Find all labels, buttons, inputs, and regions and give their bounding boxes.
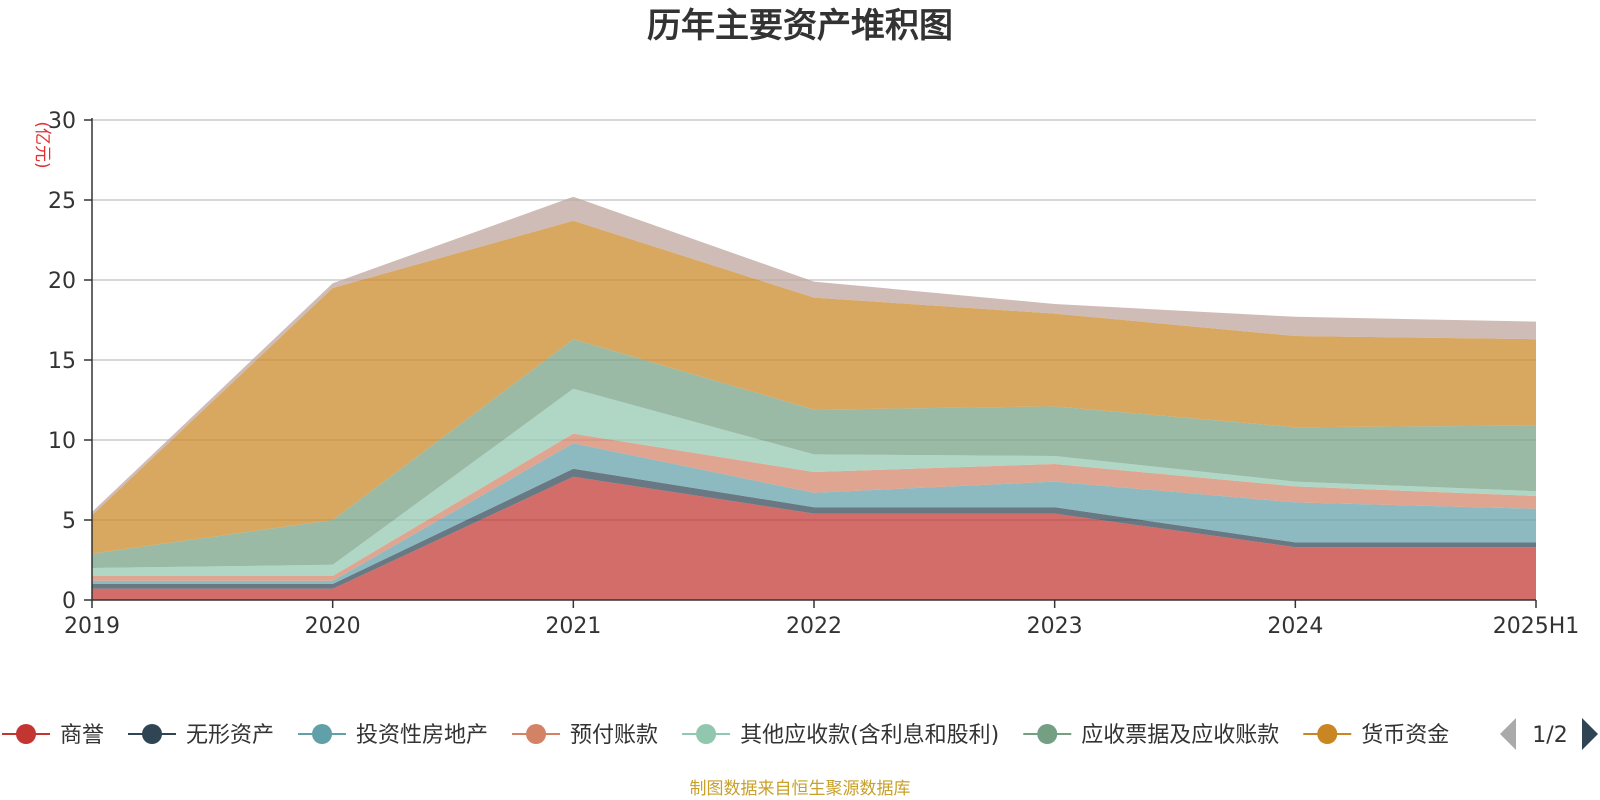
pager-next-icon[interactable] <box>1582 718 1598 750</box>
x-tick-label: 2025H1 <box>1493 614 1580 639</box>
x-tick-label: 2023 <box>1027 614 1083 639</box>
x-tick-label: 2022 <box>786 614 842 639</box>
y-tick-label: 15 <box>48 349 76 374</box>
legend-item[interactable]: 无形资产 <box>128 723 274 748</box>
legend-marker <box>142 724 163 744</box>
legend-marker <box>16 724 36 744</box>
legend: 商誉 无形资产 投资性房地产 预付账款 其他应收款(含利息和股利) 应收票据及应收账款 货币… <box>2 718 1598 750</box>
x-tick-label: 2024 <box>1267 614 1323 639</box>
pager-prev-icon[interactable] <box>1500 718 1516 750</box>
chart-title: 历年主要资产堆积图 <box>647 6 953 46</box>
area-series-6 <box>92 220 1536 554</box>
y-tick-label: 25 <box>48 189 76 214</box>
legend-marker <box>696 724 717 744</box>
y-tick-label: 10 <box>48 429 76 454</box>
legend-item[interactable]: 商誉 <box>2 723 104 748</box>
area-series-5 <box>92 339 1536 568</box>
legend-item[interactable]: 投资性房地产 <box>298 723 488 748</box>
area-series <box>92 196 1536 600</box>
legend-label: 预付账款 <box>570 723 658 748</box>
legend-marker <box>1317 724 1338 744</box>
legend-marker <box>1037 724 1058 744</box>
y-axis-unit: (亿元) <box>32 121 52 168</box>
y-tick-label: 30 <box>48 109 76 134</box>
legend-items: 商誉 无形资产 投资性房地产 预付账款 其他应收款(含利息和股利) 应收票据及应收账款 货币… <box>2 723 1449 748</box>
area-series-2 <box>92 443 1536 584</box>
x-tick-label: 2019 <box>64 614 120 639</box>
legend-label: 商誉 <box>60 723 104 748</box>
legend-item[interactable]: 其他应收款(含利息和股利) <box>682 723 999 748</box>
legend-page-indicator: 1/2 <box>1532 723 1567 748</box>
x-tick-label: 2021 <box>545 614 601 639</box>
source-note: 制图数据来自恒生聚源数据库 <box>690 779 911 799</box>
y-tick-label: 5 <box>62 509 76 534</box>
legend-item[interactable]: 货币资金 <box>1303 723 1449 748</box>
y-tick-label: 20 <box>48 269 76 294</box>
legend-label: 投资性房地产 <box>356 723 488 748</box>
legend-marker <box>312 724 333 744</box>
legend-label: 应收票据及应收账款 <box>1081 723 1279 748</box>
x-tick-label: 2020 <box>305 614 361 639</box>
legend-label: 其他应收款(含利息和股利) <box>740 723 999 748</box>
legend-pager: 1/2 <box>1500 718 1598 750</box>
legend-item[interactable]: 预付账款 <box>512 723 658 748</box>
y-tick-label: 0 <box>62 589 76 614</box>
legend-item[interactable]: 应收票据及应收账款 <box>1023 723 1279 748</box>
axes: 0 5 10 15 20 25 30 2019 2020 2021 2022 2023 2024 2025… <box>48 109 1579 639</box>
area-series-0 <box>92 476 1536 600</box>
legend-label: 无形资产 <box>186 723 274 748</box>
legend-label: 货币资金 <box>1361 723 1449 748</box>
legend-marker <box>526 724 547 744</box>
